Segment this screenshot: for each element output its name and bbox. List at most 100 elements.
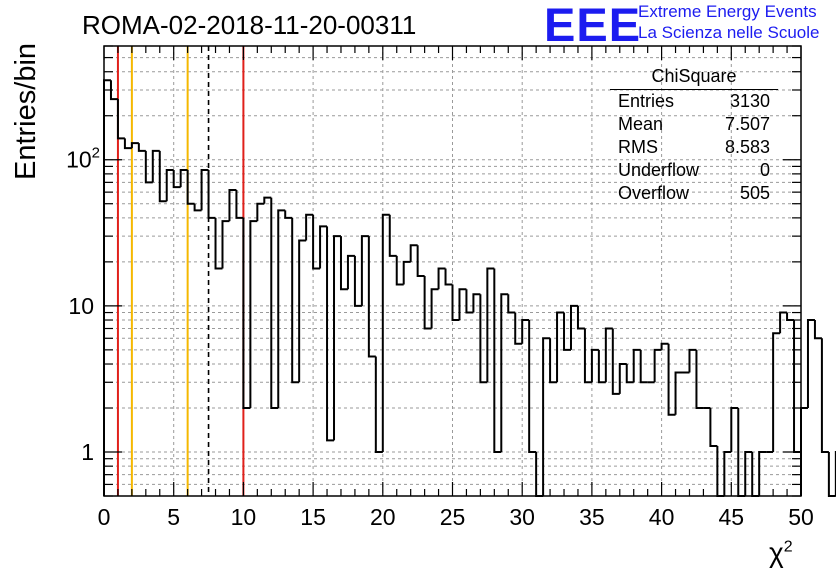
histogram-bin bbox=[542, 337, 551, 496]
histogram-bin bbox=[339, 236, 348, 291]
histogram-bin bbox=[388, 214, 397, 257]
stats-row: Overflow 505 bbox=[610, 182, 778, 205]
histogram-bin bbox=[597, 349, 606, 384]
histogram-bin bbox=[688, 348, 697, 373]
chart-title: ROMA-02-2018-11-20-00311 bbox=[82, 10, 417, 40]
histogram-bin bbox=[186, 170, 195, 205]
histogram-bin bbox=[479, 294, 488, 384]
histogram-bin bbox=[549, 338, 558, 384]
histogram-bin bbox=[793, 320, 801, 454]
histogram-bin bbox=[569, 304, 578, 350]
histogram-bin bbox=[730, 407, 739, 453]
histogram-bin bbox=[312, 214, 321, 270]
histogram-bin bbox=[109, 80, 118, 101]
histogram-bin bbox=[521, 319, 530, 344]
stats-value: 0 bbox=[759, 160, 770, 180]
histogram-bin bbox=[632, 348, 641, 383]
histogram-bin bbox=[235, 190, 244, 219]
histogram-bin bbox=[416, 245, 425, 278]
histogram-bin bbox=[820, 338, 829, 454]
histogram-bin bbox=[458, 288, 467, 321]
histogram-bin bbox=[758, 451, 767, 496]
histogram-bin bbox=[284, 210, 293, 219]
x-tick-label: 20 bbox=[370, 504, 396, 530]
histogram-bin bbox=[437, 267, 446, 290]
histogram-bin bbox=[242, 217, 251, 410]
histogram-bin bbox=[353, 255, 362, 307]
histogram-bin bbox=[563, 312, 571, 351]
histogram-bin bbox=[144, 150, 153, 184]
histogram-bin bbox=[507, 294, 516, 314]
histogram-bin bbox=[576, 305, 585, 330]
y-tick-label: 1 bbox=[81, 439, 94, 465]
histogram-bin bbox=[583, 328, 592, 384]
histogram-bin bbox=[360, 235, 369, 306]
histogram-bin bbox=[291, 217, 300, 384]
x-tick-label: 50 bbox=[788, 504, 814, 530]
y-tick-label: 102 bbox=[66, 145, 100, 173]
logo-tagline-2: La Scienza nelle Scuole bbox=[638, 23, 820, 42]
histogram-bin bbox=[200, 169, 209, 211]
stats-label: Mean bbox=[618, 114, 664, 134]
y-tick-label-base: 10 bbox=[66, 147, 92, 173]
stats-row: Entries 3130 bbox=[610, 90, 778, 113]
histogram-bin bbox=[165, 169, 174, 202]
histogram-bin bbox=[744, 451, 753, 496]
histogram-bin bbox=[319, 225, 328, 269]
eee-logo: EEE bbox=[544, 0, 642, 51]
histogram-bin bbox=[270, 197, 279, 410]
stats-title: ChiSquare bbox=[610, 66, 778, 90]
histogram-bin bbox=[611, 328, 620, 395]
x-tick-label: 10 bbox=[231, 504, 257, 530]
histogram-bin bbox=[221, 220, 230, 269]
logo-tagline-1: Extreme Energy Events bbox=[638, 2, 817, 21]
histogram-bin bbox=[179, 169, 188, 188]
histogram-bin bbox=[786, 312, 795, 322]
histogram-bin bbox=[172, 170, 181, 189]
histogram-bin bbox=[590, 348, 599, 383]
histogram-bin bbox=[395, 255, 404, 286]
x-tick-label: 45 bbox=[719, 504, 745, 530]
histogram-bin bbox=[374, 356, 383, 454]
histogram-bin bbox=[514, 312, 523, 345]
histogram-bin bbox=[193, 203, 202, 212]
stats-value: 7.507 bbox=[724, 114, 770, 134]
histogram-bin bbox=[465, 289, 474, 314]
stats-row: Mean 7.507 bbox=[610, 113, 778, 136]
histogram-bin bbox=[103, 79, 111, 496]
histogram-bin bbox=[367, 236, 376, 358]
marker-lines-layer bbox=[116, 46, 245, 496]
histogram-bin bbox=[158, 150, 167, 203]
histogram-bin bbox=[277, 209, 286, 409]
stats-row: RMS 8.583 bbox=[610, 136, 778, 159]
y-tick-label: 10 bbox=[68, 293, 94, 319]
histogram-bin bbox=[423, 276, 432, 330]
histogram-bin bbox=[444, 268, 453, 286]
stats-label: Overflow bbox=[618, 183, 690, 203]
histogram-bin bbox=[130, 142, 139, 149]
histogram-bin bbox=[346, 254, 355, 290]
histogram-bin bbox=[674, 371, 683, 415]
stats-value: 505 bbox=[739, 183, 770, 203]
histogram-bin bbox=[779, 311, 788, 334]
x-axis-label-sup: 2 bbox=[783, 538, 793, 556]
stats-row: Underflow 0 bbox=[610, 159, 778, 182]
histogram-bin bbox=[151, 149, 160, 183]
histogram-bin bbox=[116, 99, 125, 140]
stats-value: 8.583 bbox=[724, 137, 770, 157]
stats-value: 3130 bbox=[729, 91, 770, 111]
histogram-bin bbox=[381, 213, 390, 453]
x-tick-label: 40 bbox=[649, 504, 675, 530]
histogram-bin bbox=[409, 244, 418, 262]
histogram-bin bbox=[639, 349, 648, 384]
stats-label: RMS bbox=[618, 137, 658, 157]
histogram-bin bbox=[228, 189, 237, 222]
x-tick-label: 0 bbox=[98, 504, 111, 530]
histogram-bin bbox=[451, 284, 460, 322]
histogram-bin bbox=[528, 320, 537, 454]
histogram-bin bbox=[326, 226, 335, 442]
stats-label: Underflow bbox=[618, 160, 700, 180]
histogram-bin bbox=[493, 268, 502, 454]
stats-box: ChiSquare Entries 3130 Mean 7.507 RMS 8.583… bbox=[610, 66, 778, 205]
